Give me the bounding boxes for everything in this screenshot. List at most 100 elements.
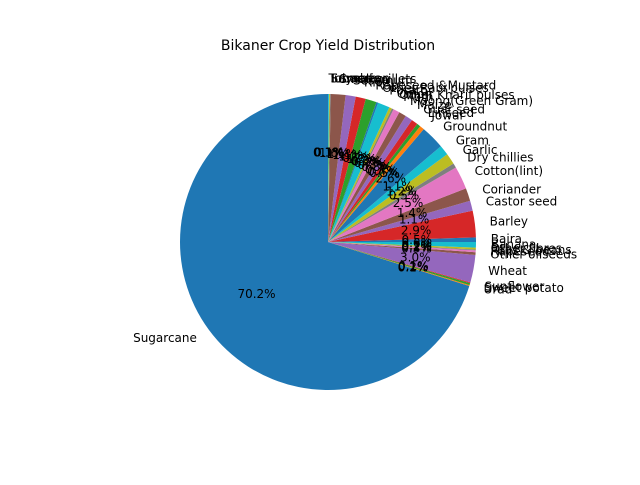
pie-slice — [328, 108, 394, 242]
pie-slice — [328, 120, 418, 242]
slice-percent-label: 0.1% — [398, 261, 429, 275]
slice-label: Rice — [364, 76, 390, 90]
pie-slice — [328, 95, 356, 242]
pie-slice — [328, 167, 466, 242]
slice-percent-label: 0.7% — [354, 156, 385, 170]
slice-percent-label: 0.8% — [361, 160, 392, 174]
slice-percent-label: 0.3% — [350, 154, 381, 168]
slice-label: Other Rabi pulses — [382, 81, 489, 95]
slice-label: Urad — [484, 282, 513, 296]
slice-percent-label: 0.4% — [367, 164, 398, 178]
slice-percent-label: 0.1% — [314, 146, 345, 160]
slice-percent-label: 0.7% — [365, 163, 396, 177]
slice-label: Cotton(lint) — [475, 164, 543, 178]
pie-slice — [328, 93, 329, 243]
pie-slice — [328, 242, 476, 283]
pie-slice — [328, 112, 406, 242]
slice-label: Tobacco — [329, 72, 378, 86]
slice-label: Soyabean — [331, 72, 390, 86]
pie-slice — [328, 129, 441, 242]
slice-percent-label: 1.1% — [332, 148, 363, 162]
slice-label: Sunflower — [485, 279, 545, 293]
pie-slice — [328, 94, 331, 242]
slice-percent-label: 0.1% — [313, 146, 344, 160]
slice-label: Sesamum — [353, 74, 413, 88]
slice-label: Other fibres — [491, 242, 562, 256]
slice-percent-label: 0.2% — [352, 155, 383, 169]
slice-percent-label: 1.3% — [346, 152, 377, 166]
slice-percent-label: 0.2% — [398, 260, 429, 274]
slice-label: Potato — [389, 84, 427, 98]
slice-percent-label: 0.5% — [402, 233, 433, 247]
slice-label: Linseed — [428, 106, 474, 120]
slice-label: Gram — [456, 134, 489, 148]
slice-percent-label: 2.9% — [401, 224, 432, 238]
pie-percent-labels: 70.2%0.1%0.2%0.1%3.0%0.3%0.2%0.1%0.2%0.6… — [237, 146, 432, 301]
slice-label: Sugarcane — [133, 331, 197, 345]
pie-slice — [328, 163, 456, 242]
slice-label: Moong(Green Gram) — [410, 94, 533, 108]
slice-label: Garlic — [463, 143, 498, 157]
pie-slice — [328, 242, 476, 248]
slice-percent-label: 0.5% — [369, 166, 400, 180]
slice-percent-label: 1.6% — [319, 146, 350, 160]
slice-percent-label: 1.1% — [326, 147, 357, 161]
pie-slice — [328, 237, 477, 242]
pie-slice — [328, 94, 330, 242]
slice-label: Castor seed — [486, 195, 557, 209]
slice-label: Peas & beans — [491, 243, 572, 257]
pie-slice — [328, 242, 471, 284]
pie-slice — [328, 109, 400, 242]
pie-slice — [328, 242, 476, 250]
slice-percent-label: 0.6% — [402, 236, 433, 250]
pie-slice — [328, 188, 471, 242]
slice-percent-label: 0.1% — [398, 259, 429, 273]
pie-slice — [328, 200, 473, 242]
slice-percent-label: 1.1% — [399, 213, 430, 227]
slice-label: Rapeseed — [491, 245, 550, 259]
slice-label: Jowar — [430, 109, 464, 123]
slice-percent-label: 0.2% — [401, 240, 432, 254]
slice-label: Maize — [417, 98, 452, 112]
slice-label: Other oilseeds — [490, 247, 577, 261]
slice-label: Other Kharif pulses — [399, 88, 514, 102]
slice-label: Sweet potato — [484, 281, 564, 295]
chart-title: Bikaner Crop Yield Distribution — [221, 38, 435, 54]
slice-label: Banana — [491, 238, 537, 252]
pie-slice — [328, 154, 454, 242]
slice-label: Rapeseed &Mustard — [375, 79, 496, 93]
pie-slice — [328, 94, 346, 242]
slice-percent-label: 2.5% — [393, 196, 424, 210]
slice-percent-label: 2.6% — [376, 172, 407, 186]
pie-slice — [328, 126, 424, 242]
pie-slice — [328, 123, 421, 242]
slice-label: Moth — [403, 90, 433, 104]
slice-percent-label: 0.1% — [401, 239, 432, 253]
slice-percent-label: 1.4% — [397, 206, 428, 220]
pie-slice — [179, 94, 470, 390]
pie-slice — [328, 116, 412, 242]
pie-slice — [328, 96, 366, 243]
pie-slice — [328, 146, 448, 242]
slice-label: Guar seed — [423, 103, 485, 117]
pie-slice — [328, 107, 392, 242]
pie-slice — [328, 102, 390, 242]
slice-label: Barley — [490, 215, 528, 229]
slice-percent-label: 70.2% — [237, 287, 275, 301]
slice-label: Bajra — [491, 232, 522, 246]
slice-percent-label: 0.2% — [342, 151, 373, 165]
pie-slice — [328, 242, 476, 253]
slice-percent-label: 0.1% — [314, 146, 345, 160]
slice-percent-label: 0.2% — [401, 238, 432, 252]
pie-slice — [328, 210, 476, 242]
pie-slice — [328, 102, 379, 242]
slice-label: Groundnut — [443, 119, 507, 133]
slice-percent-label: 1.1% — [382, 179, 413, 193]
slice-label: Turmeric — [328, 72, 381, 86]
pie-slices — [179, 93, 477, 390]
pie-slice — [328, 242, 476, 251]
slice-label: Wheat — [488, 264, 527, 278]
